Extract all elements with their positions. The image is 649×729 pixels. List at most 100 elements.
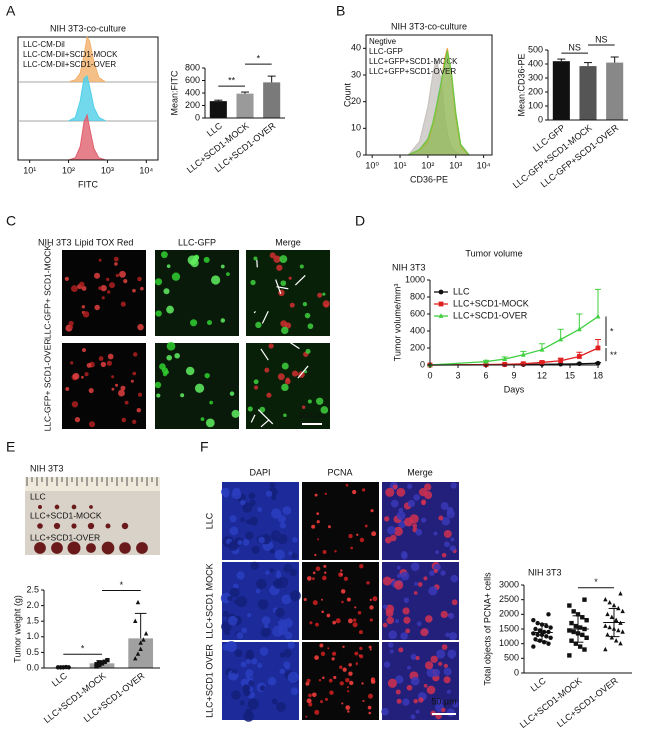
cell: [221, 621, 232, 632]
cell: [137, 276, 142, 282]
cell: [185, 366, 195, 376]
density-curve: [68, 113, 106, 161]
cell: [441, 517, 451, 526]
cell: [349, 680, 354, 686]
cell: [292, 536, 298, 543]
image-background: [302, 482, 379, 560]
cell: [255, 588, 261, 594]
x-tick-label: 15: [565, 370, 575, 380]
micrograph: [381, 642, 459, 720]
cell: [277, 514, 286, 523]
cell: [316, 512, 320, 516]
cell: [441, 707, 446, 713]
significance-label: *: [610, 327, 614, 337]
cell: [421, 517, 427, 523]
cell: [418, 697, 424, 703]
cell: [389, 534, 397, 542]
cell: [281, 326, 289, 335]
cell: [299, 264, 304, 269]
cell: [322, 549, 327, 554]
marker: [611, 602, 617, 608]
cell: [115, 273, 120, 278]
cell: [279, 255, 288, 263]
x-tick-label: LLC+SCD1-OVER: [555, 675, 620, 729]
cell: [395, 675, 404, 684]
cell: [446, 689, 451, 694]
marker: [97, 660, 102, 665]
cell: [120, 385, 126, 391]
marker: [535, 620, 540, 626]
bar: [236, 93, 254, 118]
cell: [393, 526, 403, 536]
cell: [447, 649, 457, 659]
cell: [327, 647, 330, 650]
x-tick-label: 0: [427, 370, 432, 380]
y-tick-label: 1.0: [26, 631, 39, 641]
cell: [333, 675, 337, 680]
cell: [334, 550, 337, 553]
chart-title: NIH 3T3-co-culture: [50, 23, 126, 33]
cell: [424, 661, 434, 670]
micrograph: [220, 561, 301, 640]
cell: [220, 264, 225, 269]
tumor: [71, 523, 77, 529]
cell: [305, 715, 308, 718]
x-tick-label: 3: [455, 370, 460, 380]
cell: [277, 625, 288, 636]
cell: [314, 709, 320, 715]
tumor: [101, 541, 115, 555]
tumor: [121, 522, 129, 530]
y-tick-label: 20: [351, 96, 361, 106]
chart-title: Tumor volume: [465, 248, 522, 258]
cell: [364, 524, 368, 528]
cell: [362, 699, 365, 703]
marker: [571, 629, 576, 635]
cell: [98, 286, 103, 291]
cell: [345, 483, 349, 487]
track: [294, 274, 306, 286]
cell: [101, 296, 105, 300]
cell: [440, 502, 449, 510]
cell: [137, 323, 144, 331]
cell: [429, 570, 435, 576]
cell: [438, 661, 443, 666]
marker: [595, 313, 601, 319]
cell: [98, 356, 104, 361]
cell: [273, 255, 281, 263]
tumor: [51, 542, 63, 554]
cell: [288, 551, 293, 556]
cell: [242, 684, 251, 692]
cell: [289, 302, 295, 308]
marker: [531, 618, 536, 623]
cell: [314, 493, 318, 497]
legend-marker: [438, 313, 444, 318]
cell: [404, 517, 414, 527]
cell: [154, 278, 163, 286]
x-axis-label: Days: [504, 384, 525, 394]
y-tick-label: 2.0: [26, 600, 39, 610]
cell: [266, 392, 272, 398]
density-curve: [68, 35, 106, 83]
cell: [82, 311, 90, 318]
cell: [358, 630, 363, 635]
cell: [132, 288, 136, 293]
marker: [546, 629, 551, 635]
cell: [339, 681, 344, 686]
cell: [283, 413, 287, 418]
cell: [270, 530, 283, 542]
legend-label: LLC-CM-Dil+SCD1-MOCK: [23, 50, 118, 59]
marker: [138, 646, 143, 652]
marker: [573, 623, 579, 629]
cell: [248, 680, 255, 687]
cell: [240, 661, 247, 668]
cell: [322, 676, 325, 680]
x-tick-label: 10²: [421, 160, 434, 170]
cell: [106, 360, 113, 366]
marker: [546, 612, 551, 617]
tumor: [136, 542, 148, 554]
cell: [317, 292, 323, 298]
cell: [72, 372, 80, 380]
cell: [348, 663, 352, 667]
micrograph: [302, 482, 379, 560]
x-tick-label: 6: [483, 370, 488, 380]
